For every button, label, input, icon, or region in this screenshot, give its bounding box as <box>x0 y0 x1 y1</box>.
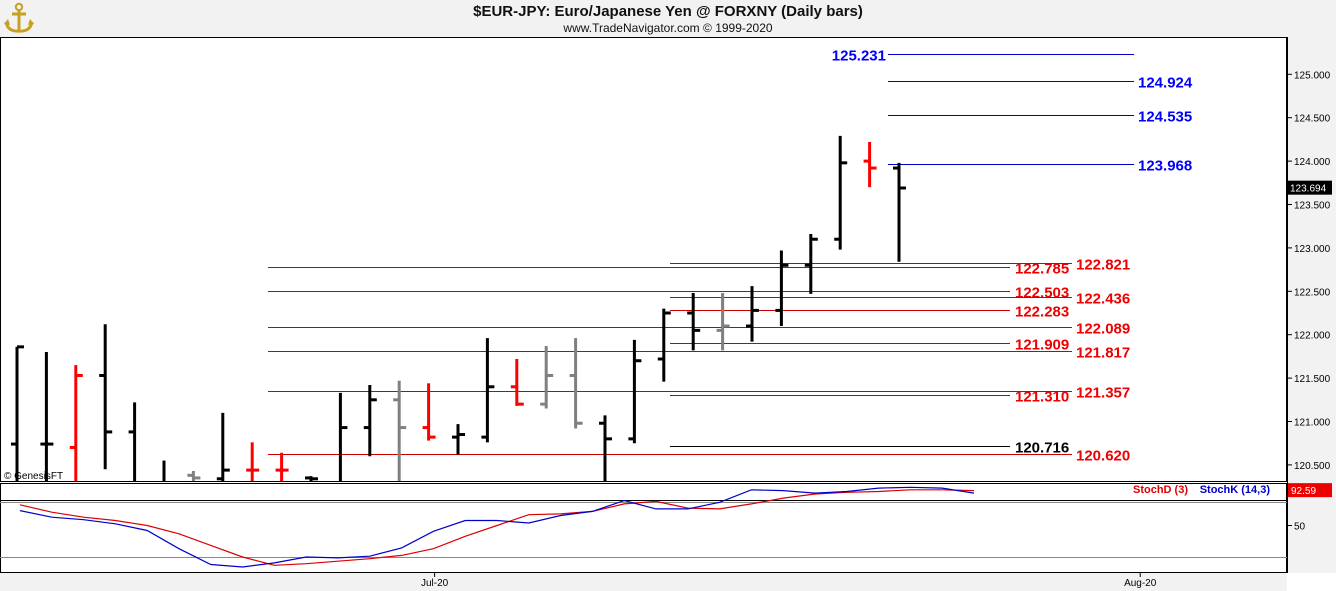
date-tick-label-1: Aug-20 <box>1124 578 1157 589</box>
price-tick-label-0: 120.500 <box>1294 461 1331 472</box>
level-label-122.436: 122.436 <box>1076 291 1130 308</box>
stochk-line <box>19 486 975 568</box>
level-label-124.924: 124.924 <box>1138 75 1193 92</box>
level-label-122.089: 122.089 <box>1076 321 1130 338</box>
last-price-badge <box>1288 180 1332 195</box>
stochk-legend: StochK (14,3) <box>1200 484 1271 496</box>
level-label-120.620: 120.620 <box>1076 448 1130 465</box>
copyright-label: © GenesisFT <box>4 471 63 482</box>
level-label-121.909: 121.909 <box>1015 337 1069 354</box>
stoch-last-label: 92.59 <box>1291 486 1316 497</box>
stochastic-panel-frame <box>0 483 1287 573</box>
price-tick-label-2: 121.500 <box>1294 374 1331 385</box>
level-label-121.310: 121.310 <box>1015 389 1069 406</box>
price-tick-label-7: 124.000 <box>1294 157 1331 168</box>
level-label-122.785: 122.785 <box>1015 261 1069 278</box>
last-price-label: 123.694 <box>1290 184 1327 195</box>
date-axis-bg <box>0 573 1287 591</box>
level-label-122.503: 122.503 <box>1015 285 1069 302</box>
stoch-tick-label-0: 50 <box>1294 522 1306 533</box>
level-label-122.821: 122.821 <box>1076 257 1130 274</box>
level-label-122.283: 122.283 <box>1015 304 1069 321</box>
price-tick-label-9: 125.000 <box>1294 70 1331 81</box>
level-label-121.357: 121.357 <box>1076 385 1130 402</box>
chart-header <box>0 0 1336 37</box>
level-label-121.817: 121.817 <box>1076 345 1130 362</box>
price-tick-label-5: 123.000 <box>1294 244 1331 255</box>
chart-subtitle: www.TradeNavigator.com © 1999-2020 <box>563 21 773 35</box>
stochd-legend: StochD (3) <box>1133 484 1188 496</box>
stoch-last-badge <box>1288 483 1332 498</box>
price-tick-label-8: 124.500 <box>1294 114 1331 125</box>
stochd-line <box>19 489 975 566</box>
price-tick-label-1: 121.000 <box>1294 418 1331 429</box>
price-tick-label-3: 122.000 <box>1294 331 1331 342</box>
price-tick-label-4: 122.500 <box>1294 287 1331 298</box>
level-label-123.968: 123.968 <box>1138 158 1192 175</box>
level-label-120.716: 120.716 <box>1015 440 1069 457</box>
chart-title: $EUR-JPY: Euro/Japanese Yen @ FORXNY (Da… <box>473 3 863 20</box>
date-tick-label-0: Jul-20 <box>421 578 449 589</box>
level-label-125.231: 125.231 <box>832 48 886 65</box>
price-tick-label-6: 123.500 <box>1294 201 1331 212</box>
price-panel-frame <box>0 37 1287 482</box>
level-label-124.535: 124.535 <box>1138 109 1192 126</box>
anchor-logo-icon <box>4 2 34 33</box>
